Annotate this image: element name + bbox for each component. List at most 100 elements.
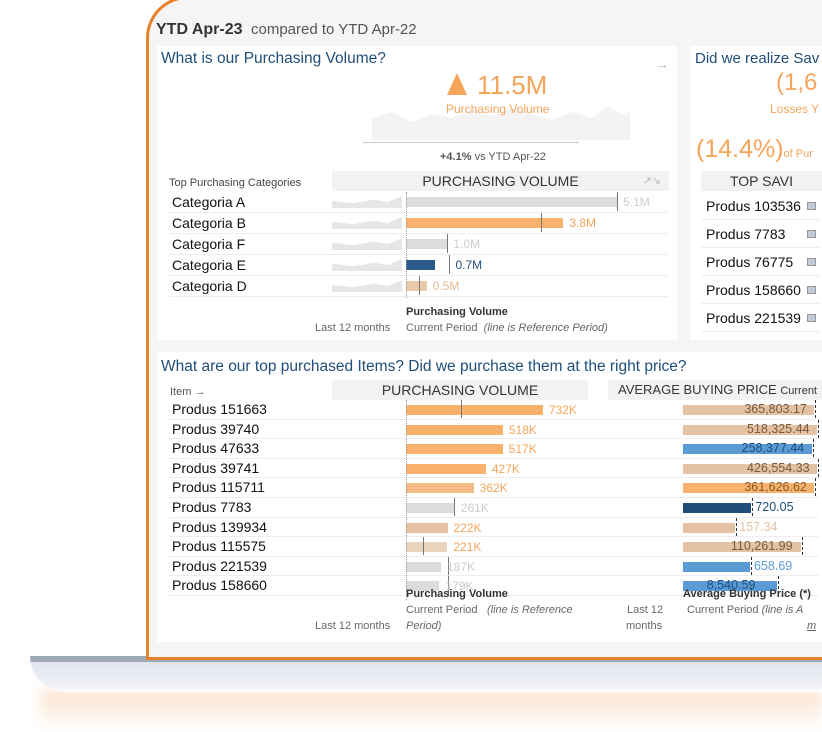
price-reference-line (736, 517, 738, 536)
item-name: Produs 7783 (172, 499, 252, 515)
price-bar (683, 463, 817, 474)
arrow-right-icon[interactable]: → (655, 56, 669, 72)
savings-row[interactable]: Produs 7783 (701, 220, 821, 248)
price-value: 361,626.62 (744, 480, 807, 495)
volume-bar (406, 581, 440, 592)
panel-question: What are our top purchased Items? Did we… (161, 358, 687, 375)
volume-value: 179K (445, 579, 474, 594)
volume-bar (406, 483, 474, 494)
kpi-label: Purchasing Volume (446, 102, 550, 116)
reference-line (617, 192, 619, 211)
category-row[interactable]: Categoria B 3.8M (169, 213, 669, 234)
savings-row[interactable]: Produs 103536 (701, 192, 821, 220)
savings-bar (807, 314, 816, 322)
price-legend-current: Current Period (687, 604, 759, 616)
price-legend-text: Current Period (line is A (687, 604, 803, 617)
trend-label: Last 12 months (315, 322, 391, 334)
item-row[interactable]: Produs 39741 427K 426,554.33 (169, 458, 819, 479)
category-row[interactable]: Categoria F 1.0M (169, 234, 669, 255)
kpi-number: 11.5M (477, 70, 548, 100)
item-name: Produs 221539 (706, 310, 801, 326)
item-name: Produs 76775 (706, 254, 794, 270)
pct-suffix: of Pur (783, 148, 813, 160)
item-name: Produs 103536 (706, 198, 801, 214)
volume-value: 187K (446, 559, 475, 574)
kpi-value: 11.5M (447, 70, 547, 100)
price-value: 518,325.44 (747, 421, 810, 436)
reference-line (460, 400, 462, 418)
price-column-header: AVERAGE BUYING PRICE Current (608, 380, 822, 400)
savings-row[interactable]: Produs 76775 (701, 248, 821, 276)
price-value: 157.34 (739, 519, 778, 534)
price-bar (683, 483, 815, 494)
category-row[interactable]: Categoria D 0.5M (169, 276, 669, 297)
price-legend-ref-2: m (807, 620, 817, 632)
savings-pct: (14.4%)of Pur (696, 135, 813, 169)
volume-value: 221K (453, 540, 482, 555)
volume-value: 732K (548, 403, 577, 417)
reference-line (423, 537, 425, 556)
panel-question: Did we realize Sav (695, 50, 820, 67)
price-value: 658.69 (754, 558, 793, 573)
purchasing-volume-panel: What is our Purchasing Volume? → 11.5M P… (157, 46, 677, 340)
item-row[interactable]: Produs 7783 261K 720.05 (169, 498, 819, 518)
price-reference-line (818, 458, 819, 477)
volume-value: 5.1M (623, 195, 650, 209)
column-header: PURCHASING VOLUME ↗↘ (332, 171, 669, 191)
item-header[interactable]: Item → (170, 386, 206, 398)
volume-bar (406, 561, 441, 572)
kpi-change: +4.1% vs YTD Apr-22 (440, 151, 546, 164)
price-bar (683, 405, 815, 415)
comparison-period: compared to YTD Apr-22 (250, 21, 417, 38)
legend-current: Current Period (406, 604, 478, 616)
legend-ref: (line is Reference (487, 604, 573, 616)
item-row[interactable]: Produs 139934 222K 157.34 (169, 517, 819, 538)
volume-bar (406, 503, 455, 513)
savings-bar (807, 202, 816, 210)
price-bar (683, 424, 817, 435)
item-row[interactable]: Produs 221539 187K 658.69 (169, 556, 819, 577)
price-header-suffix: Current (780, 385, 817, 397)
price-reference-line (801, 537, 803, 556)
price-reference-line (777, 576, 779, 595)
sort-icon[interactable]: ↗↘ (642, 175, 661, 187)
section-label: Top Purchasing Categories (169, 177, 302, 189)
category-row[interactable]: Categoria A 5.1M (169, 192, 669, 213)
item-row[interactable]: Produs 115575 221K 110,261.99 (169, 537, 819, 557)
item-row[interactable]: Produs 151663 732K 365,803.17 (169, 400, 819, 420)
item-name: Produs 151663 (172, 401, 267, 417)
legend-text: Current Period (line is Reference Period… (406, 322, 608, 335)
price-value: 8,540.59 (706, 578, 756, 593)
divider (363, 142, 579, 143)
price-bar (683, 444, 812, 455)
trend-label: Last 12 months (315, 620, 391, 632)
price-bar (683, 503, 752, 513)
savings-row[interactable]: Produs 221539 (701, 304, 821, 332)
item-name: Produs 39741 (172, 459, 260, 476)
price-legend-ref: (line is A (761, 604, 804, 616)
volume-value: 518K (508, 422, 537, 437)
category-row[interactable]: Categoria E 0.7M (169, 255, 669, 276)
sparkline (332, 238, 402, 250)
legend-ref-2: Period) (406, 620, 442, 632)
item-row[interactable]: Produs 39740 518K 518,325.44 (169, 419, 819, 440)
price-bar (683, 581, 777, 592)
trend-label-2a: Last 12 (627, 604, 664, 616)
volume-bar (406, 405, 543, 415)
volume-bar (406, 424, 503, 435)
item-row[interactable]: Produs 115711 362K 361,626.62 (169, 478, 819, 498)
price-reference-line (815, 478, 817, 497)
price-bar (683, 561, 750, 572)
item-row[interactable]: Produs 47633 517K 258,377.44 (169, 439, 819, 459)
kpi-sparkline (372, 106, 630, 140)
pct-value: (14.4%) (696, 135, 784, 163)
sparkline (332, 280, 402, 292)
savings-bar (807, 230, 816, 238)
item-name: Produs 158660 (706, 282, 801, 298)
item-row[interactable]: Produs 158660 179K 8,540.59 (169, 576, 819, 596)
change-suffix: vs YTD Apr-22 (474, 151, 546, 163)
savings-row[interactable]: Produs 158660 (701, 276, 821, 304)
volume-value: 1.0M (453, 237, 481, 251)
reference-line (449, 255, 451, 274)
category-name: Categoria D (172, 278, 247, 294)
